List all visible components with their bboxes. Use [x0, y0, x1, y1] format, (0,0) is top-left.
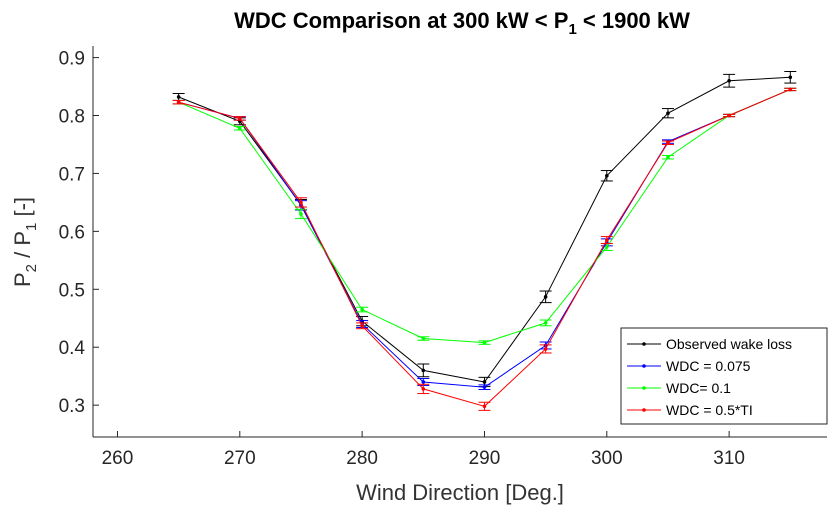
data-point: [543, 321, 548, 325]
plot-area: 0.3 0.4 0.5 0.6 0.7 0.8 0.9 260 270 280 290 300 310: [59, 46, 827, 469]
y-axis-label: P2 / P1 [-]: [10, 197, 40, 287]
legend-swatch-marker: [642, 386, 646, 390]
x-tick-label: 270: [224, 448, 256, 469]
y-label-mid: / P: [10, 231, 35, 264]
series-3: [172, 87, 797, 411]
y-ticks: 0.3 0.4 0.5 0.6 0.7 0.8 0.9: [59, 49, 99, 417]
data-point: [727, 78, 731, 83]
data-point: [176, 95, 181, 99]
y-tick-label: 0.9: [59, 49, 85, 70]
x-axis-label: Wind Direction [Deg.]: [356, 480, 564, 505]
x-tick-label: 290: [469, 448, 501, 469]
y-tick-label: 0.3: [59, 396, 85, 417]
data-point: [788, 87, 793, 92]
data-point: [482, 404, 487, 409]
x-tick-label: 300: [591, 448, 623, 469]
chart-title: WDC Comparison at 300 kW < P1 < 1900 kW: [234, 8, 690, 38]
data-point: [605, 245, 609, 249]
legend-items: Observed wake loss WDC = 0.075 WDC= 0.1 WDC…: [627, 336, 792, 418]
series-line: [178, 88, 791, 344]
data-point: [605, 173, 609, 178]
legend-label: WDC = 0.5*TI: [666, 402, 753, 418]
legend-swatch-marker: [642, 408, 646, 412]
series-group: [172, 70, 797, 411]
data-point: [543, 347, 548, 351]
data-point: [238, 126, 242, 131]
data-point: [482, 380, 487, 384]
legend-label: Observed wake loss: [666, 336, 792, 352]
y-label-a-sub: 2: [23, 264, 40, 272]
data-point: [421, 380, 426, 384]
y-tick-label: 0.6: [59, 222, 85, 243]
data-point: [299, 200, 303, 205]
y-tick-label: 0.5: [59, 280, 85, 301]
data-point: [299, 212, 303, 216]
data-point: [727, 113, 731, 118]
legend-swatch-marker: [642, 342, 646, 346]
legend: Observed wake loss WDC = 0.075 WDC= 0.1 WDC…: [620, 327, 828, 425]
data-point: [543, 295, 548, 299]
data-point: [360, 307, 364, 312]
y-label-tail: [-]: [10, 197, 35, 223]
x-tick-label: 260: [102, 448, 134, 469]
chart-title-main: WDC Comparison at 300 kW < P: [234, 8, 568, 33]
data-point: [421, 336, 426, 341]
data-point: [421, 387, 426, 391]
data-point: [666, 155, 670, 160]
x-ticks: 260 270 280 290 300 310: [102, 431, 745, 469]
data-point: [666, 111, 670, 115]
y-tick-label: 0.8: [59, 107, 85, 128]
x-tick-label: 280: [346, 448, 378, 469]
y-label-b-sub: 1: [23, 223, 40, 231]
data-point: [238, 116, 242, 121]
legend-label: WDC= 0.1: [666, 380, 731, 396]
y-tick-label: 0.4: [59, 338, 86, 359]
legend-label: WDC = 0.075: [666, 358, 751, 374]
chart-title-tail: < 1900 kW: [577, 8, 690, 33]
data-point: [360, 323, 364, 328]
data-point: [605, 238, 609, 242]
data-point: [482, 385, 487, 389]
chart-title-subscript: 1: [568, 21, 576, 38]
data-point: [176, 100, 181, 104]
legend-swatch-marker: [642, 364, 646, 368]
y-tick-label: 0.7: [59, 164, 85, 185]
y-label-a: P: [10, 272, 35, 287]
data-point: [482, 340, 487, 345]
series-2: [172, 87, 797, 345]
data-point: [788, 75, 793, 80]
data-point: [421, 368, 426, 373]
data-point: [666, 140, 670, 145]
x-tick-label: 310: [713, 448, 745, 469]
